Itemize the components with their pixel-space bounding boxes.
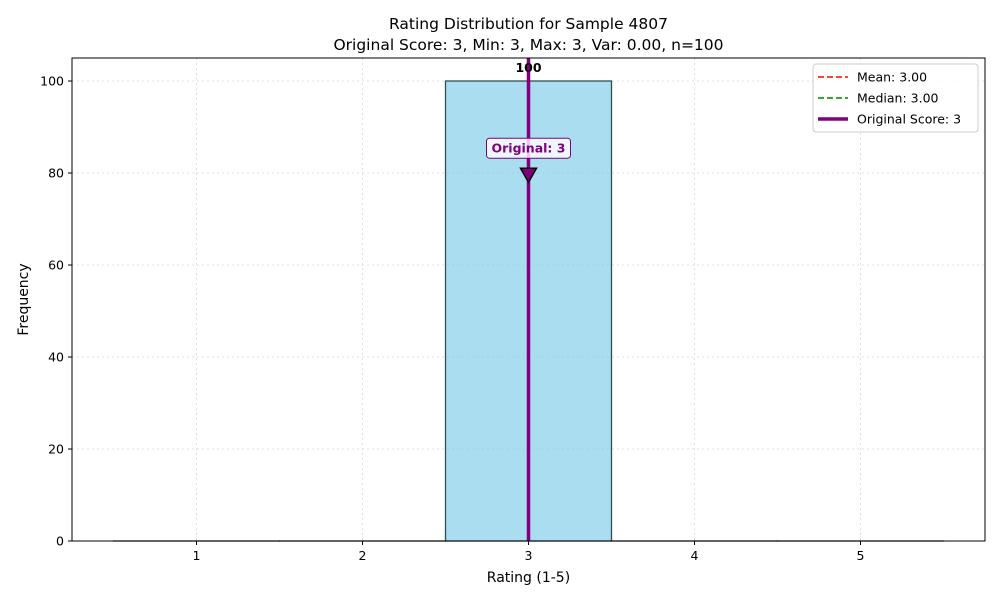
legend-label-2: Original Score: 3 xyxy=(857,112,961,127)
annotation-text: Original: 3 xyxy=(492,141,566,156)
chart-title: Rating Distribution for Sample 4807 xyxy=(389,15,668,33)
bar-label-3: 100 xyxy=(515,60,541,75)
chart-subtitle: Original Score: 3, Min: 3, Max: 3, Var: … xyxy=(333,36,723,54)
y-axis-label: Frequency xyxy=(16,263,32,335)
y-tick-label: 80 xyxy=(48,166,64,181)
bar-labels: 100 xyxy=(515,60,541,75)
y-tick-label: 0 xyxy=(56,534,64,549)
y-tick-label: 40 xyxy=(48,350,64,365)
y-tick-label: 100 xyxy=(40,74,64,89)
legend-label-1: Median: 3.00 xyxy=(857,91,939,106)
annotation-arrow xyxy=(519,167,538,184)
x-tick-label: 2 xyxy=(359,548,367,563)
legend: Mean: 3.00 Median: 3.00 Original Score: 3 xyxy=(812,63,979,133)
x-tick-label: 5 xyxy=(857,548,865,563)
x-tick-label: 3 xyxy=(525,548,533,563)
annotation-box xyxy=(486,137,571,159)
legend-box xyxy=(812,63,979,133)
y-tick-label: 20 xyxy=(48,442,64,457)
x-axis-ticks: 1 2 3 4 5 xyxy=(193,541,865,563)
x-tick-label: 4 xyxy=(691,548,699,563)
x-tick-label: 1 xyxy=(193,548,201,563)
legend-label-0: Mean: 3.00 xyxy=(857,70,927,85)
y-tick-label: 60 xyxy=(48,258,64,273)
x-axis-label: Rating (1-5) xyxy=(487,570,570,586)
y-axis-ticks: 0 20 40 60 80 100 xyxy=(40,74,72,549)
annotation: Original: 3 xyxy=(486,137,571,184)
